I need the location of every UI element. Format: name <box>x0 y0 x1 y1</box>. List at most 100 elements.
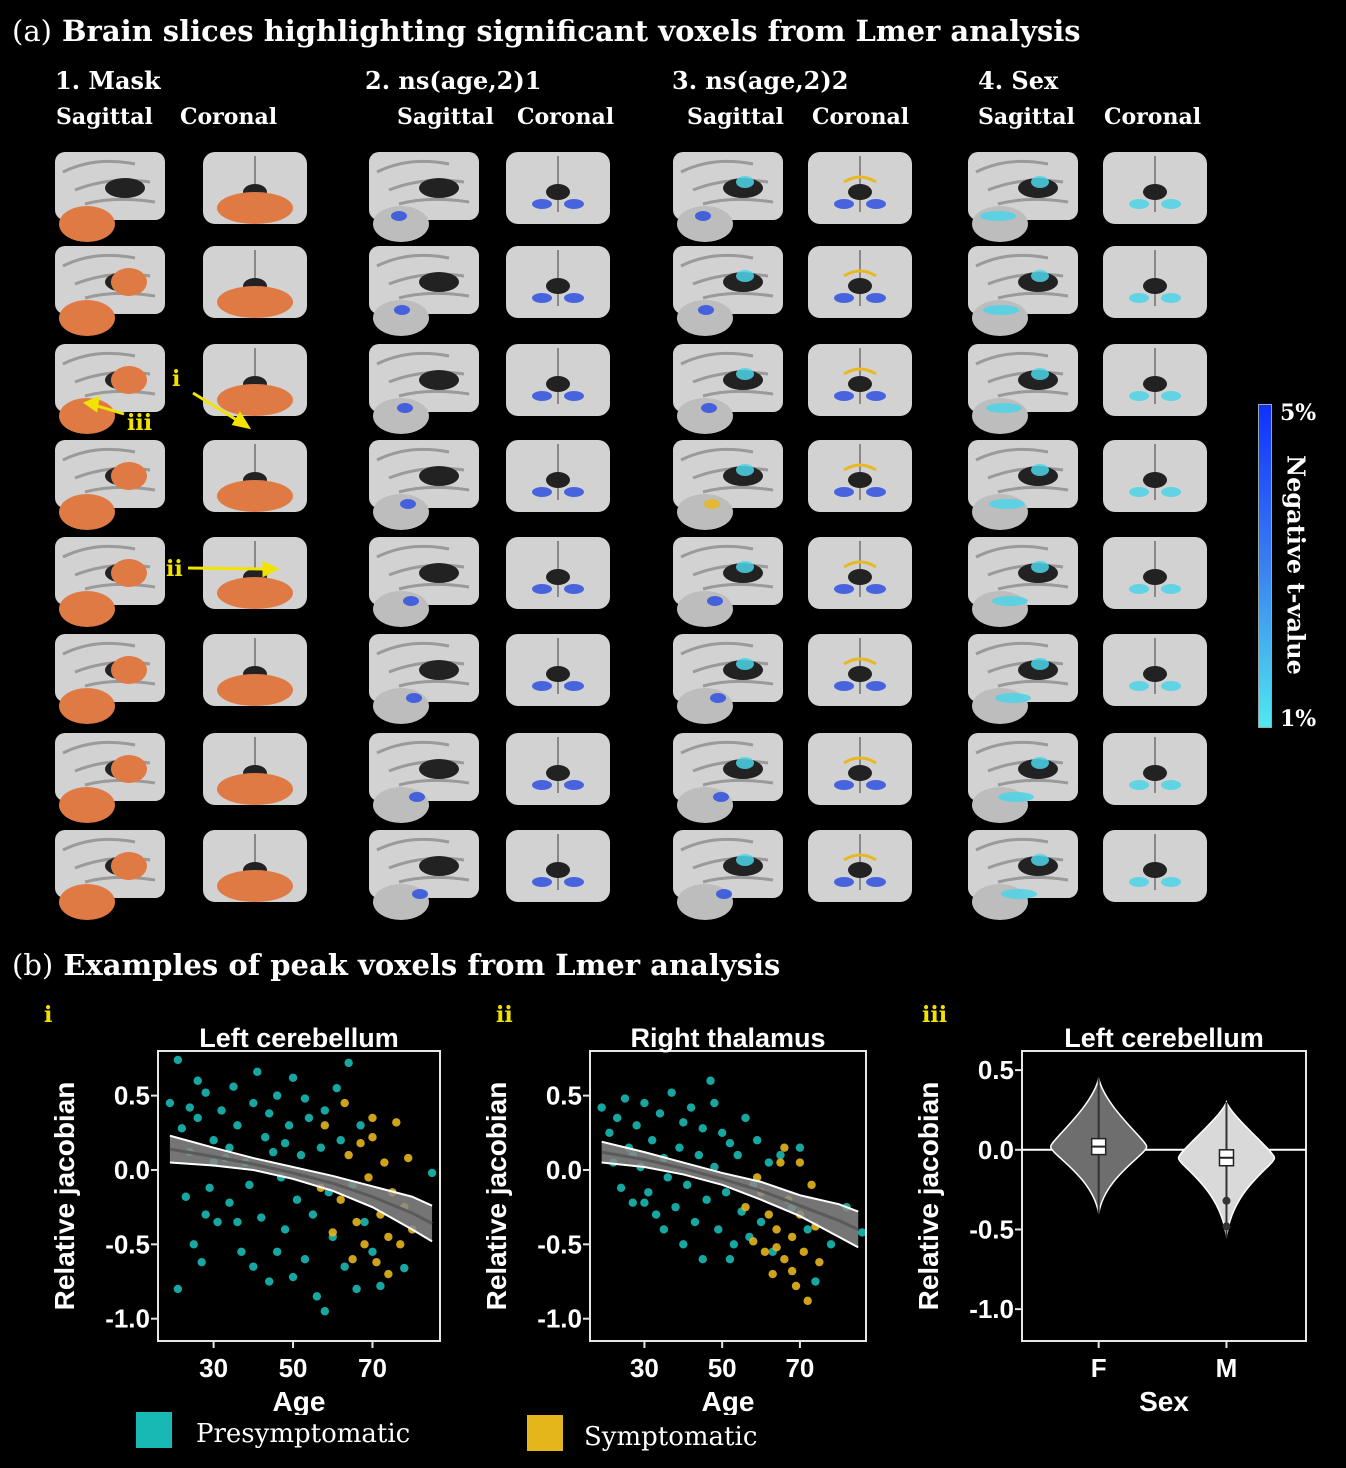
y-tick-label: 0.5 <box>546 1081 582 1111</box>
mask-region <box>111 852 147 880</box>
cerebellum-shape <box>59 206 115 242</box>
data-point-symptomatic <box>807 1180 816 1190</box>
positive-voxels <box>843 463 877 472</box>
data-point-symptomatic <box>348 1255 357 1264</box>
mask-region <box>111 462 147 490</box>
sagittal-slice <box>369 152 479 242</box>
significant-voxels <box>866 681 886 691</box>
significant-voxels <box>834 780 854 790</box>
chart-title: Left cerebellum <box>1064 1023 1264 1053</box>
data-point-symptomatic <box>352 1217 361 1227</box>
significant-voxels <box>1161 584 1181 594</box>
data-point-symptomatic <box>320 1121 330 1130</box>
data-point-presymptomatic <box>177 1124 187 1133</box>
arrow-iii <box>93 403 125 416</box>
significant-voxels <box>866 877 886 887</box>
arrow-i <box>192 391 241 424</box>
ventricle-shape <box>546 376 570 392</box>
significant-voxels <box>564 877 584 887</box>
data-point-symptomatic <box>787 1232 797 1242</box>
significant-voxels <box>834 877 854 887</box>
data-point-presymptomatic <box>245 1180 254 1190</box>
sagittal-slice <box>968 634 1078 724</box>
significant-voxels <box>834 391 854 401</box>
ventricle-shape <box>546 765 570 781</box>
coronal-slice <box>203 152 307 224</box>
cerebellum-shape <box>59 787 115 823</box>
significant-voxels <box>707 596 723 606</box>
coronal-slice <box>203 830 307 902</box>
y-tick-label: 0.0 <box>114 1155 150 1185</box>
data-point-presymptomatic <box>229 1082 238 1091</box>
coronal-slice <box>1103 830 1207 902</box>
significant-voxels <box>986 403 1022 413</box>
chart-left-cerebellum-sex: F M 0.5 0.0 -0.5 -1.0 Left cerebellum Sex Relati… <box>913 1023 1307 1415</box>
mask-region <box>217 577 293 609</box>
positive-voxels <box>843 657 877 666</box>
significant-voxels <box>1031 658 1049 670</box>
ventricle-shape <box>105 178 145 198</box>
ventricle-shape <box>419 178 459 198</box>
coronal-slice <box>506 733 610 805</box>
data-point-presymptomatic <box>213 1217 222 1227</box>
plot-label-ii: ii <box>496 1002 513 1028</box>
data-point-presymptomatic <box>165 1098 175 1108</box>
positive-voxels <box>843 560 877 569</box>
coronal-slice <box>506 152 610 224</box>
data-point-presymptomatic <box>714 1225 723 1234</box>
data-point-presymptomatic <box>725 1255 735 1264</box>
data-point-symptomatic <box>404 1153 413 1163</box>
chart-right-thalamus-age: 30 50 70 0.5 0.0 -0.5 -1.0 Right thalamus Age Rel… <box>481 1023 867 1415</box>
ventricle-shape <box>848 184 872 200</box>
x-tick-label: 30 <box>199 1353 228 1383</box>
data-point-presymptomatic <box>268 1147 278 1157</box>
data-point-presymptomatic <box>826 1240 836 1249</box>
significant-voxels <box>866 487 886 497</box>
data-point-presymptomatic <box>316 1143 326 1152</box>
significant-voxels <box>1031 464 1049 476</box>
data-point-symptomatic <box>768 1269 777 1279</box>
significant-voxels <box>980 211 1016 221</box>
coronal-slice <box>808 440 912 512</box>
significant-voxels <box>736 464 754 476</box>
significant-voxels <box>400 499 416 509</box>
significant-voxels <box>998 792 1034 802</box>
cerebellum-shape <box>677 398 733 434</box>
data-point-presymptomatic <box>340 1262 349 1271</box>
data-point-symptomatic <box>741 1202 750 1212</box>
cerebellum-shape <box>59 494 115 530</box>
significant-voxels <box>1129 293 1149 303</box>
ventricle-shape <box>1143 376 1167 392</box>
significant-voxels <box>736 176 754 188</box>
x-axis-label: Sex <box>1139 1386 1189 1415</box>
significant-voxels <box>701 403 717 413</box>
data-point-presymptomatic <box>659 1225 669 1234</box>
fit-line <box>601 1150 859 1231</box>
panel-b-heading: (b) Examples of peak voxels from Lmer an… <box>12 948 780 982</box>
column-title-age2: 3. ns(age,2)2 <box>672 66 849 95</box>
significant-voxels <box>564 780 584 790</box>
data-point-presymptomatic <box>332 1083 341 1093</box>
sagittal-slice <box>968 830 1078 920</box>
data-point-presymptomatic <box>233 1121 242 1130</box>
data-point-presymptomatic <box>185 1103 194 1112</box>
plot-frame <box>589 1050 867 1342</box>
data-point-presymptomatic <box>710 1098 719 1108</box>
data-point-presymptomatic <box>698 1124 707 1133</box>
coronal-slice <box>506 246 610 318</box>
significant-voxels <box>1129 780 1149 790</box>
data-point-presymptomatic <box>201 1088 210 1097</box>
view-label-coronal: Coronal <box>1104 104 1202 130</box>
positive-voxels <box>843 269 877 278</box>
data-point-presymptomatic <box>679 1118 688 1127</box>
colorbar-title: Negative t-value <box>1281 455 1311 675</box>
data-point-symptomatic <box>372 1257 381 1267</box>
data-point-presymptomatic <box>613 1113 622 1123</box>
data-point-symptomatic <box>791 1281 801 1291</box>
significant-voxels <box>564 584 584 594</box>
sagittal-slice <box>55 440 165 530</box>
mask-region <box>111 656 147 684</box>
significant-voxels <box>866 780 886 790</box>
sagittal-slice <box>673 830 783 920</box>
sagittal-slice <box>673 537 783 627</box>
